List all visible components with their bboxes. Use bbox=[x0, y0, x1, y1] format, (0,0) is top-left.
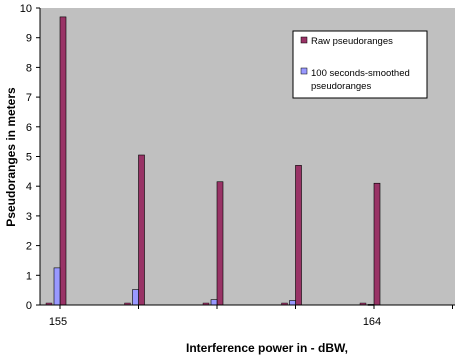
y-tick-label: 9 bbox=[26, 33, 32, 45]
y-tick-label: 6 bbox=[26, 122, 32, 134]
y-tick-label: 7 bbox=[26, 92, 32, 104]
y-tick-label: 5 bbox=[26, 152, 32, 164]
y-tick-label: 3 bbox=[26, 211, 32, 223]
legend-label-raw: Raw pseudoranges bbox=[311, 36, 393, 47]
bar-raw-pseudoranges bbox=[59, 16, 67, 306]
legend-label-smoothed-line1: 100 seconds-smoothed bbox=[311, 68, 410, 79]
x-tick-label: 155 bbox=[49, 316, 67, 328]
bar-raw-pseudoranges bbox=[216, 181, 224, 306]
bar-smoothed-pseudoranges bbox=[210, 299, 218, 306]
x-axis-ticks: 155 164 bbox=[49, 305, 453, 328]
legend-label-smoothed-line2: pseudoranges bbox=[311, 81, 371, 92]
y-tick-label: 0 bbox=[26, 300, 32, 312]
y-tick-label: 8 bbox=[26, 62, 32, 74]
legend-label-smoothed: 100 seconds-smoothed pseudoranges bbox=[311, 68, 412, 92]
x-axis-title: Interference power in - dBW, bbox=[186, 341, 348, 355]
y-tick-label: 4 bbox=[26, 181, 32, 193]
y-axis-ticks: 0 1 2 3 4 5 6 7 8 9 10 bbox=[20, 3, 40, 312]
legend-swatch-raw bbox=[300, 36, 308, 44]
bar-smoothed-pseudoranges bbox=[53, 267, 61, 306]
bar-smoothed-pseudoranges bbox=[289, 300, 296, 306]
bar-raw-pseudoranges bbox=[373, 182, 381, 306]
y-axis-title: Pseudoranges in meters bbox=[4, 87, 18, 227]
x-tick-label: 164 bbox=[363, 316, 381, 328]
legend-swatch-smoothed bbox=[300, 67, 308, 75]
legend: Raw pseudoranges 100 seconds-smoothed ps… bbox=[292, 30, 428, 99]
bar-smoothed-pseudoranges bbox=[132, 289, 139, 306]
bar-raw-pseudoranges bbox=[295, 165, 302, 306]
y-tick-label: 2 bbox=[26, 241, 32, 253]
y-tick-label: 1 bbox=[26, 270, 32, 282]
legend-box bbox=[292, 30, 428, 99]
bar-raw-pseudoranges bbox=[138, 154, 145, 306]
y-tick-label: 10 bbox=[20, 3, 32, 15]
